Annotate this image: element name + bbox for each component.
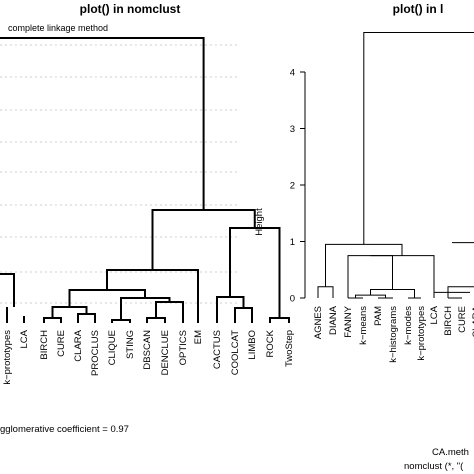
right-footer-line-1: CA.meth (432, 447, 469, 458)
right-leaf-labels: AGNES DIANA FANNY k−means PAM k−histograms k−m… (313, 305, 474, 362)
left-leaf-labels: k−prototypes LCA BIRCH CURE CLARA PROCLUS CLIQ… (2, 329, 295, 384)
left-dendrogram-link (43, 317, 62, 323)
right-dendrogram-link (370, 255, 435, 293)
right-leaf-label: CLARA (471, 305, 474, 337)
left-leaf-label: TwoStep (284, 330, 295, 367)
left-leaf-label: LIMBO (247, 330, 258, 360)
right-y-tick-label: 0 (290, 294, 295, 305)
right-leaf-label: BIRCH (443, 306, 454, 336)
left-dendrogram-link (6, 307, 25, 323)
left-leaf-label: k−prototypes (2, 330, 13, 385)
right-dendrogram-link (447, 286, 474, 298)
left-dendrogram-link (151, 209, 256, 270)
right-leaf-label: DIANA (328, 305, 339, 335)
left-chart-footer: gglomerative coefficient = 0.97 (0, 424, 129, 435)
right-leaf-label: k−means (358, 306, 369, 345)
right-footer-line-2: nomclust (*, "( (404, 461, 464, 472)
left-chart-title: plot() in nomclust (80, 2, 181, 16)
right-dendrogram-link (317, 286, 334, 298)
left-dendrogram-link (216, 296, 245, 323)
left-chart-subtitle: complete linkage method (8, 23, 108, 33)
right-y-tick-label: 3 (290, 124, 295, 135)
left-leaf-label: CLARA (73, 329, 84, 361)
left-leaf-label: COOLCAT (230, 330, 241, 375)
left-dendrogram-links (0, 37, 290, 323)
left-leaf-label: CURE (56, 330, 67, 357)
left-leaf-label: DBSCAN (142, 330, 153, 370)
right-dendrogram-links (317, 31, 474, 299)
left-dendrogram-link (229, 227, 281, 318)
right-leaf-label: AGNES (313, 306, 324, 339)
right-y-tick-label: 1 (290, 237, 295, 248)
left-leaf-label: CACTUS (212, 330, 223, 369)
right-y-axis-label: Height (254, 208, 265, 236)
right-dendrogram-link (433, 291, 470, 298)
right-leaf-label: k−modes (403, 306, 414, 345)
left-dendrogram-link (269, 317, 290, 323)
left-leaf-label: BIRCH (39, 330, 50, 360)
left-dendrogram-link (0, 273, 15, 307)
left-leaf-label: PROCLUS (90, 330, 101, 376)
left-leaf-label: OPTICS (178, 330, 189, 365)
right-y-ticks: 0 1 2 3 4 (290, 68, 305, 305)
left-dendrogram-panel: plot() in nomclust complete linkage meth… (0, 2, 295, 435)
right-leaf-label: CURE (457, 306, 468, 333)
left-leaf-label: CLIQUE (107, 330, 118, 365)
right-leaf-label: FANNY (343, 305, 354, 337)
right-leaf-label: PAM (373, 306, 384, 326)
left-leaf-label: EM (193, 330, 204, 344)
right-leaf-label: k−histograms (388, 306, 399, 363)
left-dendrogram-link (0, 37, 205, 210)
right-dendrogram-link (370, 289, 415, 298)
right-dendrogram-panel: plot() in l 0 1 2 3 4 Height AGNES DIANA FANNY… (254, 2, 474, 472)
left-dendrogram-link (234, 307, 253, 323)
left-dendrogram-link (155, 301, 184, 323)
right-dendrogram-link (325, 243, 403, 287)
left-leaf-label: ROCK (265, 329, 276, 357)
left-leaf-label: STING (125, 330, 136, 359)
left-dendrogram-link (51, 306, 88, 318)
right-leaf-label: LCA (429, 305, 440, 324)
right-y-tick-label: 4 (290, 68, 295, 79)
right-chart-title: plot() in l (393, 2, 444, 16)
right-leaf-label: k−prototypes (416, 306, 427, 361)
left-leaf-label: DENCLUE (160, 330, 171, 375)
left-leaf-label: LCA (19, 329, 30, 348)
left-dendrogram-link (146, 317, 166, 323)
right-dendrogram-link (363, 31, 474, 245)
left-dendrogram-link (77, 313, 96, 323)
left-dendrogram-link (111, 319, 131, 323)
right-y-tick-label: 2 (290, 181, 295, 192)
